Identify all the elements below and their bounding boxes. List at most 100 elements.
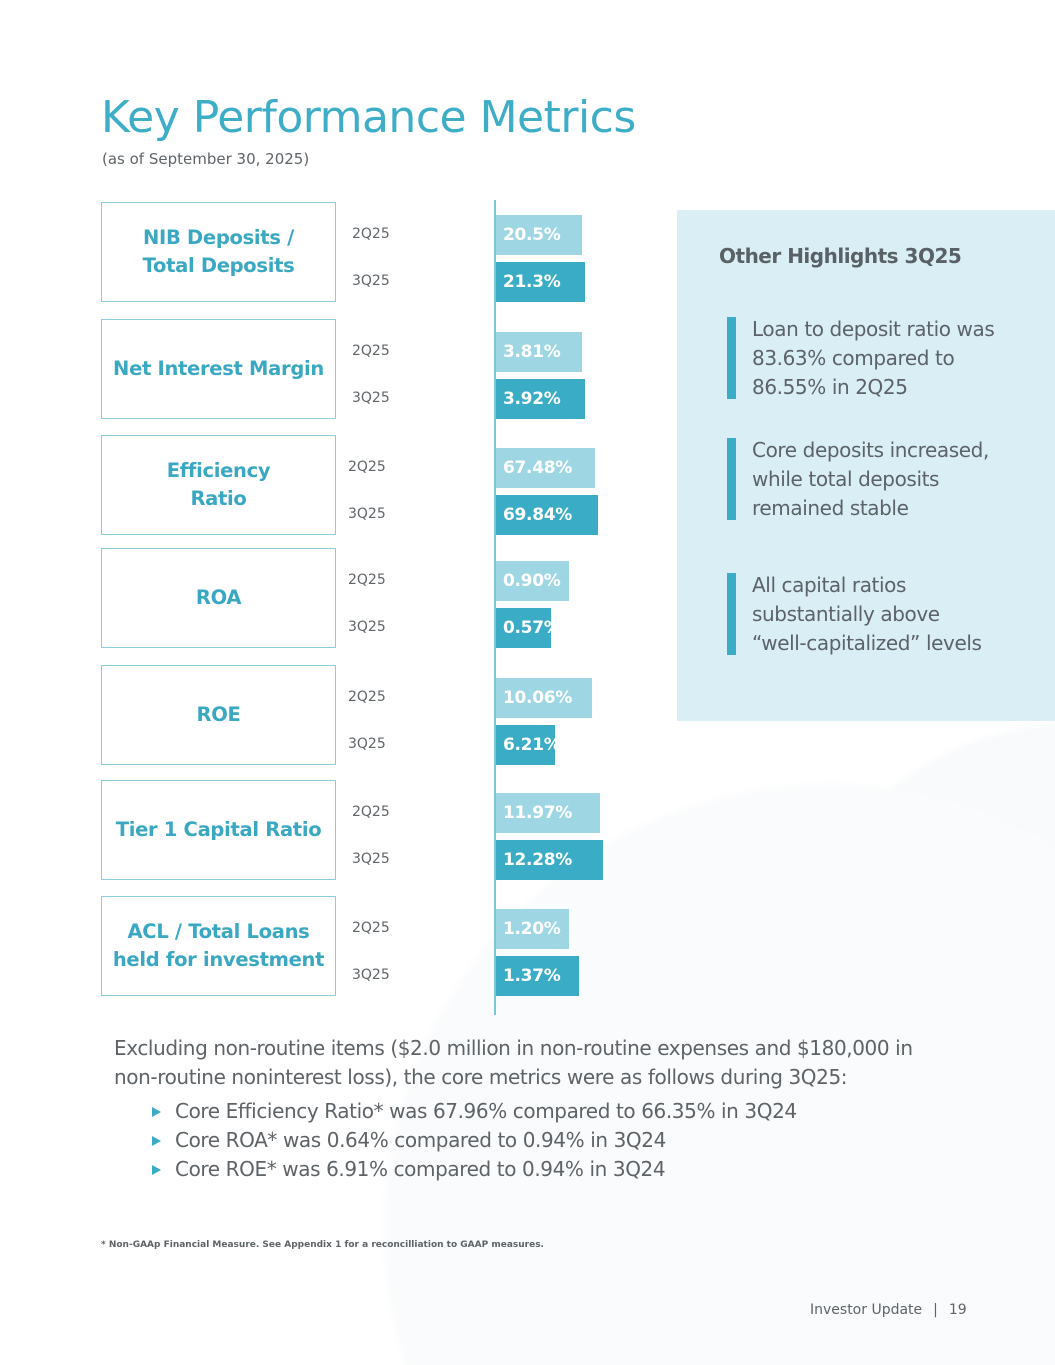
highlight-line: All capital ratios [752, 573, 907, 597]
footnote: * Non-GAAp Financial Measure. See Append… [101, 1240, 544, 1250]
highlight-line: while total deposits [752, 467, 940, 491]
bar-3q25: 69.84% [495, 495, 598, 535]
highlights-title: Other Highlights 3Q25 [719, 244, 962, 268]
metric-label-line: ACL / Total Loans [127, 920, 310, 943]
metric-label-line: NIB Deposits / [143, 226, 294, 249]
quarter-label: 2Q25 [348, 689, 386, 705]
bar-3q25: 12.28% [495, 840, 603, 880]
quarter-label: 3Q25 [348, 506, 386, 522]
metric-label: Net Interest Margin [113, 355, 324, 383]
quarter-label: 3Q25 [348, 736, 386, 752]
quarter-label: 3Q25 [352, 273, 390, 289]
highlight-line: 86.55% in 2Q25 [752, 375, 908, 399]
footer-label: Investor Update [810, 1302, 923, 1318]
metric-label-line: Tier 1 Capital Ratio [115, 818, 322, 841]
core-metric-item: Core Efficiency Ratio* was 67.96% compar… [152, 1097, 932, 1126]
bar-value-label: 3.92% [503, 389, 561, 409]
core-metric-item: Core ROE* was 6.91% compared to 0.94% in… [152, 1155, 932, 1184]
bar-2q25: 11.97% [495, 793, 601, 833]
highlight-text: Loan to deposit ratio was 83.63% compare… [752, 315, 1037, 402]
highlight-line: “well-capitalized” levels [752, 631, 982, 655]
quarter-label: 2Q25 [348, 572, 386, 588]
highlight-line: Loan to deposit ratio was [752, 317, 995, 341]
page-subtitle: (as of September 30, 2025) [102, 150, 310, 168]
bar-value-label: 69.84% [503, 505, 573, 525]
bar-value-label: 11.97% [503, 803, 573, 823]
highlight-line: Core deposits increased, [752, 438, 989, 462]
core-metrics-list: Core Efficiency Ratio* was 67.96% compar… [152, 1097, 932, 1184]
metric-label-box: ACL / Total Loans held for investment [101, 896, 336, 996]
quarter-label: 3Q25 [352, 390, 390, 406]
highlight-accent-bar [727, 573, 736, 655]
metric-label: NIB Deposits / Total Deposits [143, 224, 295, 280]
quarter-label: 2Q25 [352, 343, 390, 359]
bar-value-label: 1.20% [503, 919, 561, 939]
metric-label-box: Efficiency Ratio [101, 435, 336, 535]
bar-2q25: 20.5% [495, 215, 582, 255]
bar-3q25: 3.92% [495, 379, 585, 419]
metric-label: Efficiency Ratio [167, 457, 271, 513]
highlight-line: substantially above [752, 602, 940, 626]
bar-2q25: 10.06% [495, 678, 592, 718]
metric-label: ROA [195, 584, 242, 612]
metric-label-box: Tier 1 Capital Ratio [101, 780, 336, 880]
bar-value-label: 20.5% [503, 225, 561, 245]
bar-value-label: 1.37% [503, 966, 561, 986]
bar-2q25: 0.90% [495, 561, 569, 601]
metric-label-box: Net Interest Margin [101, 319, 336, 419]
quarter-label: 2Q25 [352, 920, 390, 936]
highlight-accent-bar [727, 317, 736, 399]
metric-label-line: Ratio [190, 487, 247, 510]
metric-label-line: Net Interest Margin [113, 357, 324, 380]
bar-3q25: 1.37% [495, 956, 579, 996]
highlight-text: All capital ratios substantially above “… [752, 571, 1037, 658]
core-metric-text: Core ROE* was 6.91% compared to 0.94% in… [175, 1157, 666, 1181]
highlight-line: 83.63% compared to [752, 346, 955, 370]
core-metric-item: Core ROA* was 0.64% compared to 0.94% in… [152, 1126, 932, 1155]
bar-value-label: 0.57% [503, 618, 561, 638]
bar-value-label: 6.21% [503, 735, 561, 755]
core-metric-text: Core Efficiency Ratio* was 67.96% compar… [175, 1099, 797, 1123]
bar-value-label: 12.28% [503, 850, 573, 870]
bar-3q25: 0.57% [495, 608, 561, 648]
core-metrics-intro: Excluding non-routine items ($2.0 millio… [114, 1036, 913, 1089]
bar-value-label: 10.06% [503, 688, 573, 708]
core-metric-text: Core ROA* was 0.64% compared to 0.94% in… [175, 1128, 666, 1152]
metric-label-line: Efficiency [166, 459, 271, 482]
bar-3q25: 21.3% [495, 262, 585, 302]
triangle-bullet-icon [152, 1135, 161, 1146]
metric-label: Tier 1 Capital Ratio [116, 816, 322, 844]
highlight-line: remained stable [752, 496, 909, 520]
bar-2q25: 67.48% [495, 448, 595, 488]
bar-2q25: 3.81% [495, 332, 583, 372]
metric-label-box: ROA [101, 548, 336, 648]
highlight-accent-bar [727, 438, 736, 520]
highlights-panel: Other Highlights 3Q25 Loan to deposit ra… [677, 210, 1055, 721]
metric-label: ACL / Total Loans held for investment [112, 918, 325, 974]
metric-label-box: ROE [101, 665, 336, 765]
bar-value-label: 0.90% [503, 571, 561, 591]
chart-axis-line [494, 200, 496, 1015]
bar-value-label: 67.48% [503, 458, 573, 478]
footer-separator: | [933, 1302, 938, 1318]
metric-label-line: held for investment [112, 948, 325, 971]
metric-label: ROE [196, 701, 240, 729]
metric-label-line: ROE [196, 703, 241, 726]
bar-3q25: 6.21% [495, 725, 561, 765]
metric-label-line: ROA [195, 586, 242, 609]
page-footer: Investor Update | 19 [810, 1302, 967, 1318]
triangle-bullet-icon [152, 1164, 161, 1175]
quarter-label: 2Q25 [352, 804, 390, 820]
bar-2q25: 1.20% [495, 909, 569, 949]
metric-label-box: NIB Deposits / Total Deposits [101, 202, 336, 302]
quarter-label: 3Q25 [352, 967, 390, 983]
bar-value-label: 3.81% [503, 342, 561, 362]
quarter-label: 2Q25 [348, 459, 386, 475]
quarter-label: 3Q25 [348, 619, 386, 635]
metric-label-line: Total Deposits [142, 254, 295, 277]
quarter-label: 2Q25 [352, 226, 390, 242]
page-title: Key Performance Metrics [101, 92, 636, 143]
quarter-label: 3Q25 [352, 851, 390, 867]
bar-value-label: 21.3% [503, 272, 561, 292]
highlight-text: Core deposits increased, while total dep… [752, 436, 1037, 523]
